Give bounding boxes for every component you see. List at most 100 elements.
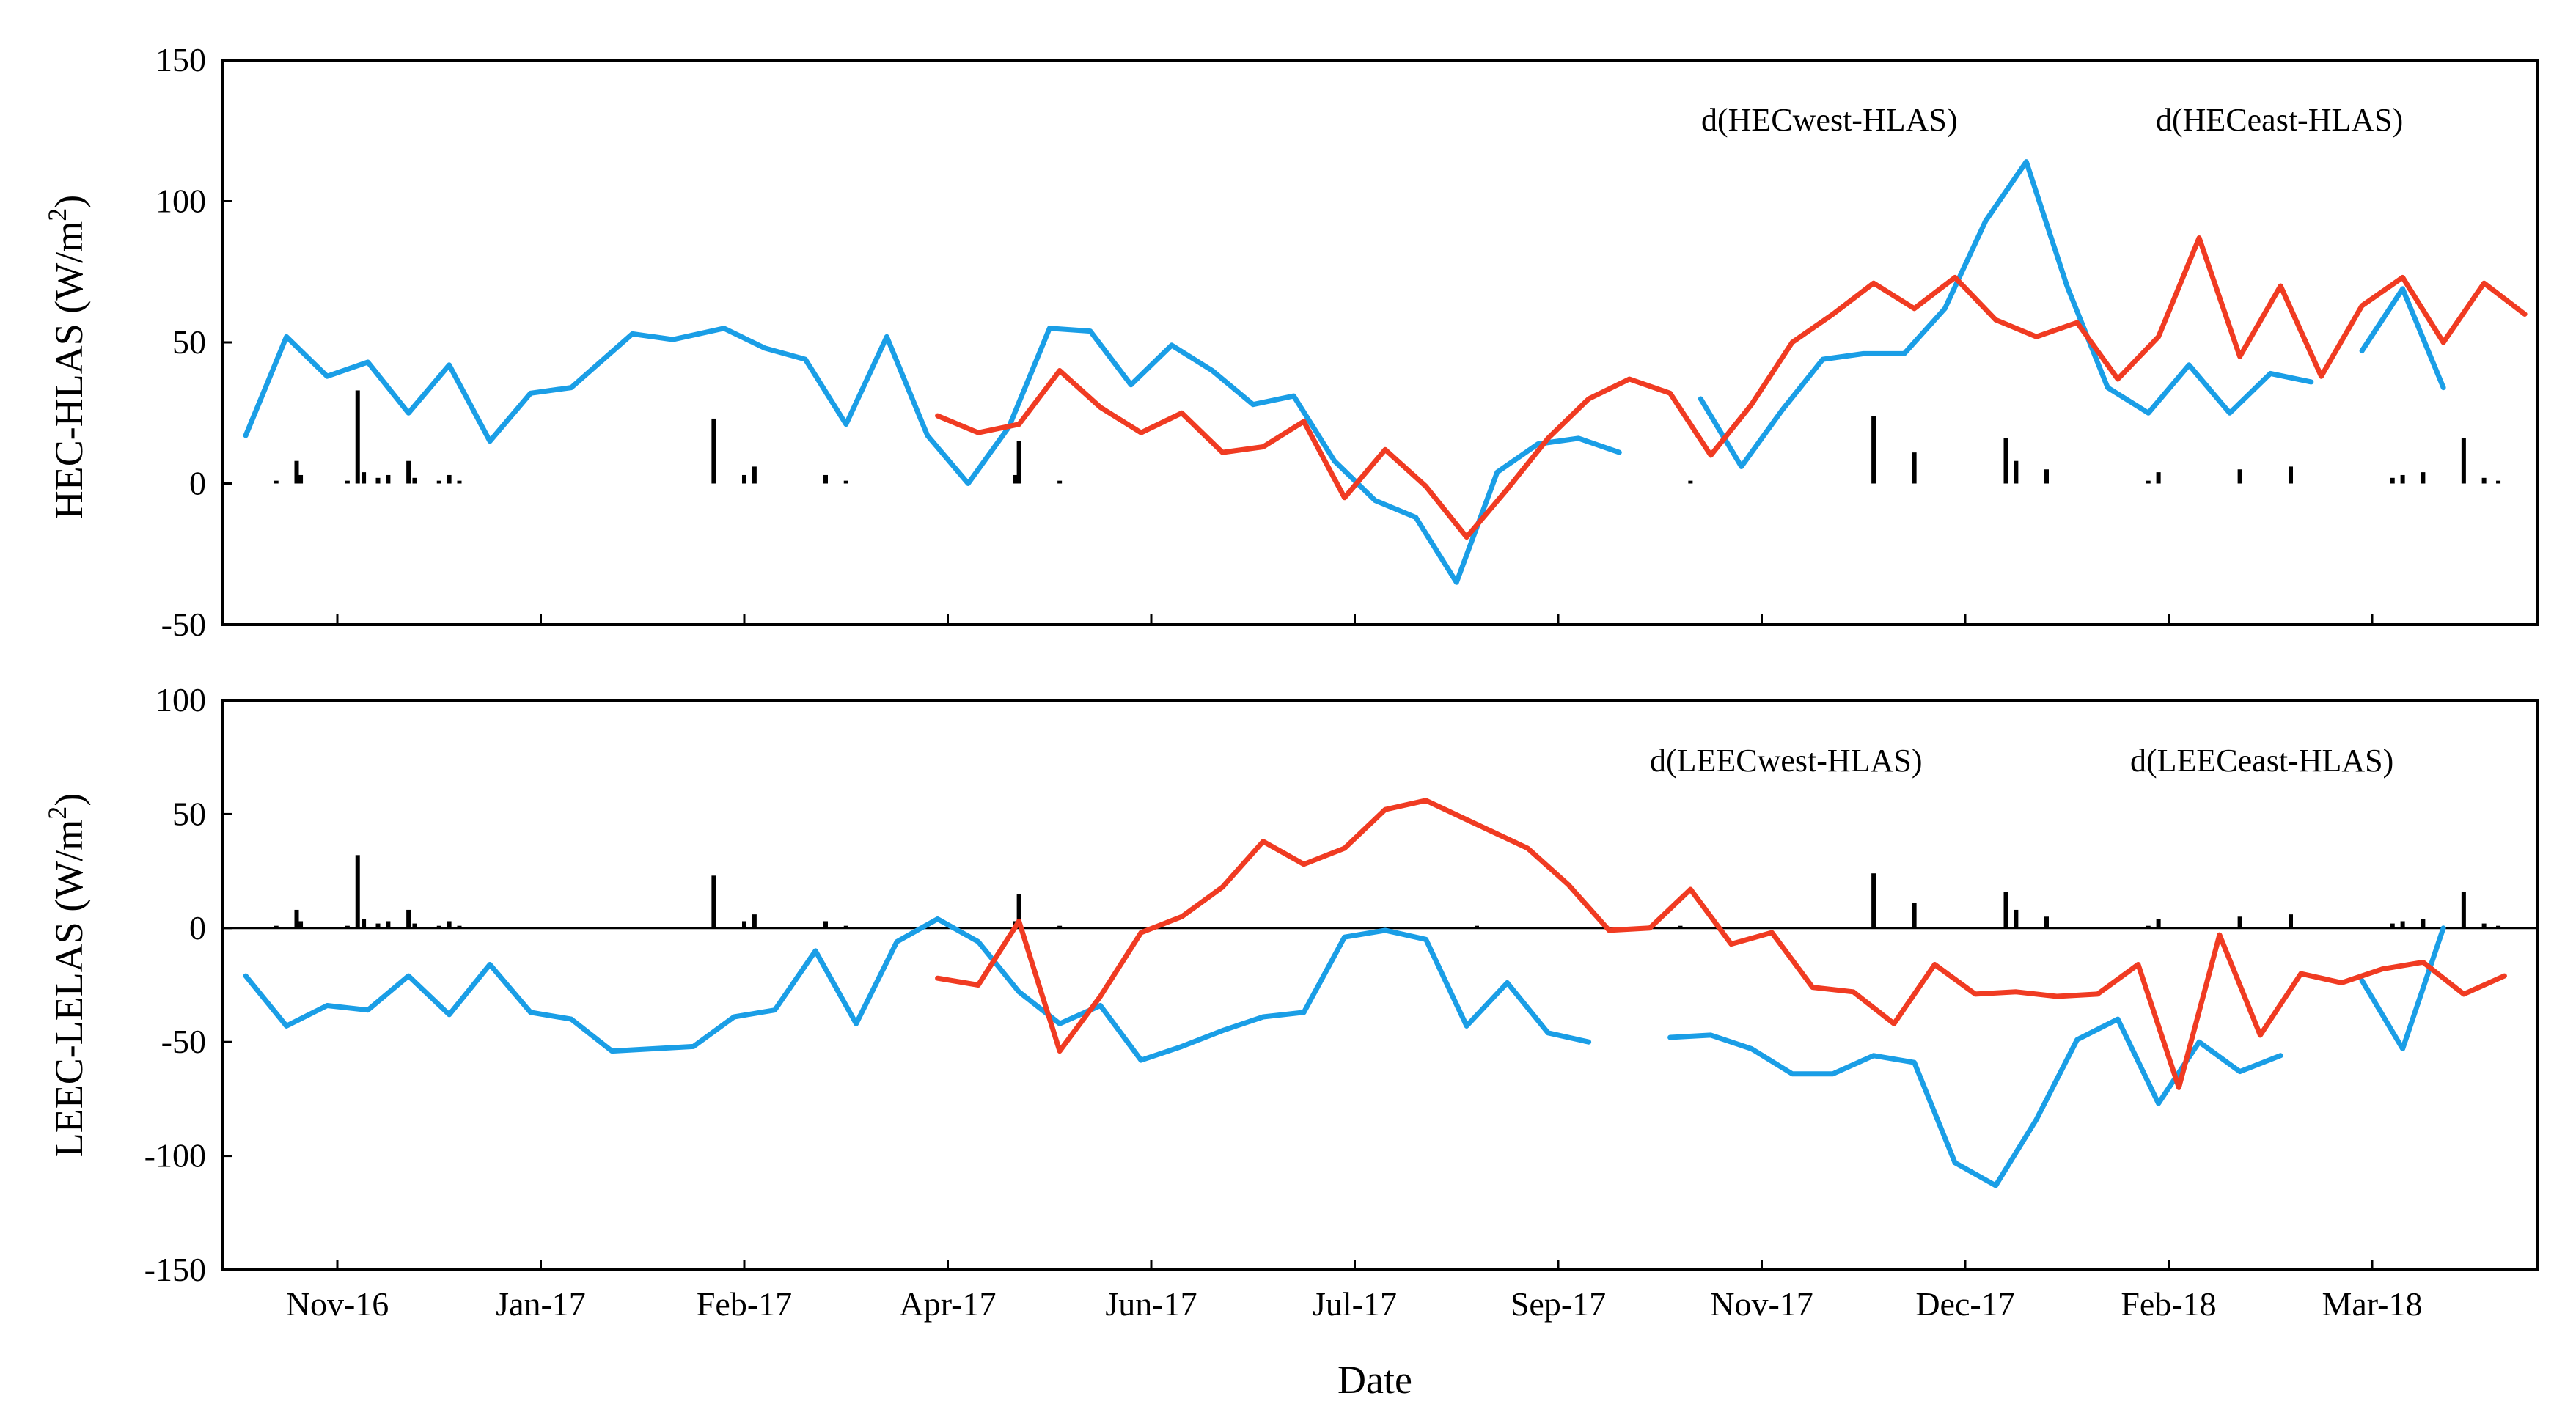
- bottom-bar: [2237, 916, 2242, 928]
- panel-bottom: -150 -100 -50 0 50 100 Nov-16 Jan-17 Feb-17 Apr-…: [43, 681, 2539, 1402]
- bottom-bar: [742, 921, 746, 928]
- top-bar: [1013, 474, 1018, 484]
- x-axis-title: Date: [1337, 1358, 1412, 1402]
- top-y-tick-label: 50: [172, 323, 206, 361]
- top-bar: [2496, 480, 2501, 484]
- x-tick-label: Nov-16: [286, 1285, 389, 1323]
- bottom-y-tick-label: 0: [189, 909, 206, 947]
- bottom-y-ticks: -150 -100 -50 0 50 100: [144, 681, 232, 1288]
- top-plot-frame: [221, 59, 2539, 626]
- top-bar: [345, 480, 350, 484]
- x-tick-label: Sep-17: [1511, 1285, 1606, 1323]
- bottom-y-tick-label: 50: [172, 795, 206, 832]
- top-bar: [447, 474, 452, 484]
- top-bar: [1688, 480, 1693, 484]
- bottom-y-tick-label: -50: [161, 1023, 206, 1060]
- top-series-west-line: [243, 326, 1622, 585]
- bottom-bar: [711, 875, 716, 928]
- bottom-legend-west: d(LEECwest-HLAS): [1650, 743, 1923, 779]
- bottom-y-tick-label: 100: [155, 681, 206, 718]
- bottom-bar: [298, 921, 304, 928]
- bottom-bar: [2156, 919, 2161, 928]
- top-bar: [1057, 480, 1063, 484]
- bottom-bar: [2014, 909, 2019, 928]
- x-tick-label: Jun-17: [1105, 1285, 1197, 1323]
- bottom-bar: [386, 921, 391, 928]
- bottom-bar: [294, 909, 299, 928]
- top-series-east-line: [935, 235, 2528, 540]
- bottom-bar: [362, 919, 367, 928]
- top-bar: [2289, 466, 2293, 484]
- top-bar: [386, 474, 391, 484]
- top-bar: [2237, 469, 2242, 484]
- top-bar: [2400, 474, 2405, 484]
- x-tick-label: Apr-17: [900, 1285, 997, 1323]
- bottom-plot-frame: [221, 699, 2539, 1271]
- bottom-y-tick-label: -100: [144, 1137, 206, 1175]
- top-y-axis-title-close: ): [47, 195, 91, 208]
- top-y-tick-label: 150: [155, 41, 206, 78]
- x-tick-label: Mar-18: [2322, 1285, 2422, 1323]
- top-bar: [1871, 416, 1876, 484]
- top-bar: [2461, 438, 2466, 484]
- bottom-series-east-line: [935, 798, 2507, 1090]
- top-bar: [436, 480, 441, 484]
- top-bar: [2003, 438, 2008, 484]
- bottom-legend-east: d(LEECeast-HLAS): [2130, 743, 2393, 779]
- x-tick-label: Jan-17: [496, 1285, 586, 1323]
- top-bar: [2421, 472, 2426, 484]
- top-bar: [298, 474, 304, 484]
- top-y-tick-label: 0: [189, 465, 206, 502]
- bottom-y-axis-title: LEEC-LELAS (W/m2): [43, 793, 91, 1157]
- bottom-series: [243, 798, 2507, 1188]
- top-bar: [274, 480, 279, 484]
- top-bar: [843, 480, 848, 484]
- top-bar: [1912, 452, 1917, 484]
- bottom-bar: [2461, 892, 2466, 928]
- bottom-bar: [1016, 894, 1021, 928]
- bottom-y-tick-label: -150: [144, 1251, 206, 1288]
- bottom-bar: [843, 925, 848, 928]
- bottom-bar: [1912, 903, 1917, 928]
- top-bar: [355, 390, 360, 484]
- bottom-bar: [823, 921, 828, 928]
- top-y-tick-label: -50: [161, 606, 206, 643]
- bottom-bar: [457, 925, 462, 928]
- bottom-series-west-line: [1667, 1016, 2283, 1188]
- bottom-bar: [2496, 925, 2501, 928]
- top-bar: [711, 418, 716, 484]
- top-bar: [375, 477, 381, 484]
- bottom-bar: [2400, 921, 2405, 928]
- x-tick-label: Jul-17: [1313, 1285, 1397, 1323]
- bottom-y-axis-title-main: LEEC-LELAS (W/m: [47, 820, 91, 1157]
- top-bar: [2044, 469, 2049, 484]
- bottom-bar: [406, 909, 411, 928]
- top-legend-west: d(HECwest-HLAS): [1701, 102, 1958, 138]
- top-bars: [274, 390, 2501, 484]
- bottom-bar: [2003, 892, 2008, 928]
- top-bar: [742, 474, 746, 484]
- top-bar: [406, 460, 411, 484]
- bottom-bars: [274, 855, 2501, 928]
- bottom-y-axis-title-close: ): [47, 793, 91, 806]
- bottom-bar: [274, 925, 279, 928]
- bottom-bar: [412, 923, 417, 928]
- top-bar: [294, 460, 299, 484]
- bottom-bar: [345, 925, 350, 928]
- top-series-west-line: [2359, 286, 2446, 391]
- top-bar: [457, 480, 462, 484]
- bottom-bar: [2390, 923, 2395, 928]
- x-tick-label: Feb-17: [697, 1285, 792, 1323]
- bottom-bar: [2044, 916, 2049, 928]
- panel-top: -50 0 50 100 150 d(HECwest-HLAS) d(HECeast-H…: [43, 41, 2539, 643]
- bottom-bar: [752, 914, 757, 928]
- bottom-bar: [1678, 925, 1683, 928]
- top-bar: [362, 472, 367, 484]
- top-y-axis-title: HEC-HLAS (W/m2): [43, 195, 91, 519]
- top-y-axis-title-main: HEC-HLAS (W/m: [47, 221, 91, 519]
- top-bar: [2390, 477, 2395, 484]
- bottom-bar: [1871, 873, 1876, 928]
- top-legend-east: d(HECeast-HLAS): [2156, 102, 2403, 138]
- top-bar: [412, 477, 417, 484]
- bottom-series-west-line: [243, 916, 1592, 1063]
